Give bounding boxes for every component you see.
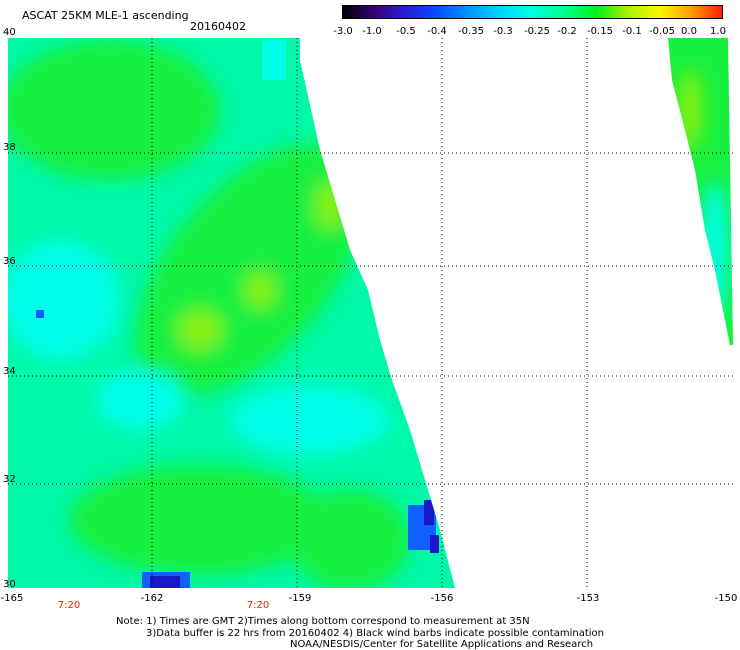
lon-label: -156	[430, 593, 454, 604]
swath-patch	[678, 70, 702, 150]
swath-patch	[70, 465, 330, 575]
color-scale-bar	[342, 5, 723, 19]
swath-patch	[8, 240, 120, 360]
swath-main-features	[8, 40, 410, 588]
scale-label: -0.15	[587, 26, 613, 37]
swath-patch	[316, 181, 344, 229]
scale-label: -0.35	[458, 26, 484, 37]
lon-label: -162	[140, 593, 164, 604]
lat-label: 40	[3, 27, 16, 38]
swath-patch-darkblue	[424, 500, 434, 525]
scale-label: -0.4	[427, 26, 447, 37]
scale-label: 0.0	[681, 26, 697, 37]
swath-patch	[230, 385, 390, 455]
lat-label: 30	[3, 579, 16, 590]
swath-patch	[245, 272, 275, 308]
lon-label: -165	[0, 593, 24, 604]
swath-patch-blue	[36, 310, 44, 318]
note-line: Note: 1) Times are GMT 2)Times along bot…	[116, 616, 530, 627]
scale-label: -0.5	[396, 26, 416, 37]
lat-label: 38	[3, 142, 16, 153]
lon-label: -153	[576, 593, 600, 604]
scale-label: -0.05	[649, 26, 675, 37]
swath-patch	[290, 490, 410, 588]
scale-label: -0.1	[622, 26, 642, 37]
scale-label: -0.25	[524, 26, 550, 37]
scale-label: -3.0	[333, 26, 353, 37]
map-grid	[8, 38, 733, 588]
lat-label: 32	[3, 474, 16, 485]
scale-label: -1.0	[362, 26, 382, 37]
lon-label: -159	[288, 593, 312, 604]
swath-patch	[8, 40, 220, 180]
lon-label: -150	[714, 593, 738, 604]
time-label: 7:20	[246, 600, 270, 611]
lat-label: 34	[3, 366, 16, 377]
swath-patch	[95, 370, 185, 430]
lat-label: 36	[3, 256, 16, 267]
scale-label: 1.0	[710, 26, 726, 37]
swath-right-base	[668, 38, 733, 345]
note-line: 3)Data buffer is 22 hrs from 20160402 4)…	[146, 628, 604, 639]
time-label: 7:20	[57, 600, 81, 611]
swath-patch-blue	[262, 40, 286, 80]
note-line: NOAA/NESDIS/Center for Satellite Applica…	[290, 639, 594, 650]
swath-right	[668, 38, 733, 345]
swath-patch-darkblue	[430, 535, 439, 553]
swath-patch	[178, 310, 222, 350]
swath-patch-darkblue	[150, 576, 180, 588]
swath-main	[8, 38, 455, 588]
scale-label: -0.3	[493, 26, 513, 37]
scale-label: -0.2	[557, 26, 577, 37]
map-title: ASCAT 25KM MLE-1 ascending	[22, 9, 189, 22]
map-date: 20160402	[190, 20, 246, 33]
swath-patch	[701, 180, 729, 320]
